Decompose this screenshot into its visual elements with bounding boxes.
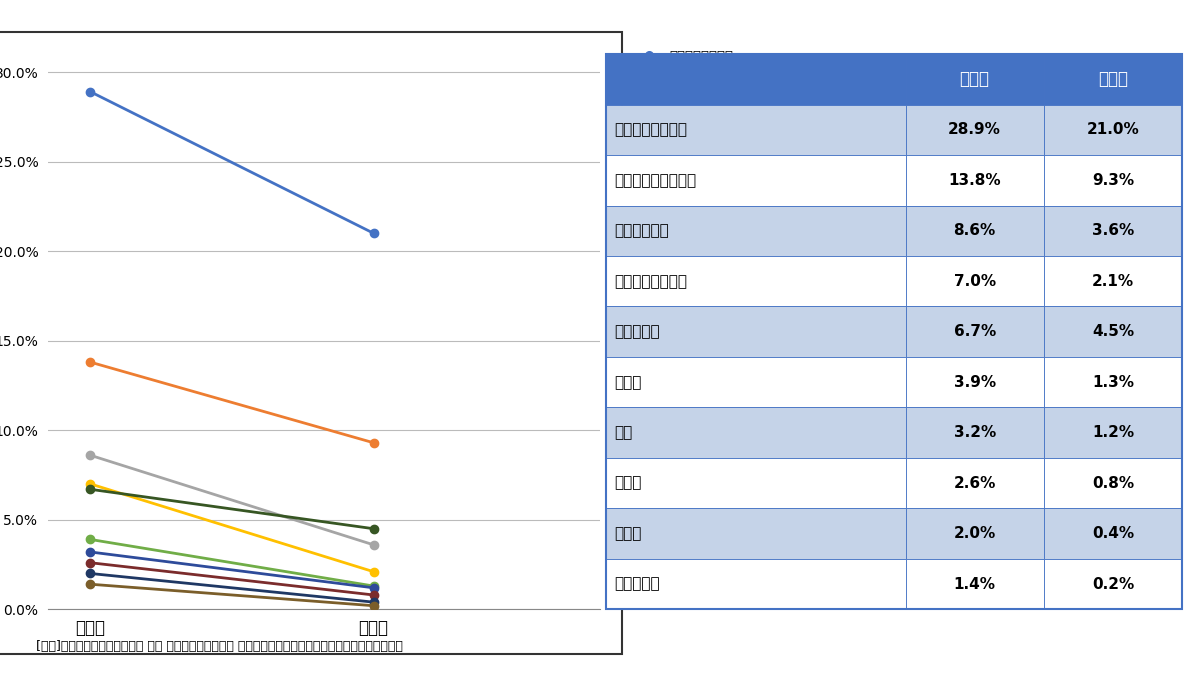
Text: 13.8%: 13.8%	[948, 173, 1001, 188]
Bar	[1044, 408, 1182, 458]
Bar	[1044, 105, 1182, 155]
Text: 8.6%: 8.6%	[954, 223, 996, 238]
Bar	[606, 458, 906, 508]
Bar	[1044, 508, 1182, 559]
Text: アレルギー性鼻炎: アレルギー性鼻炎	[614, 123, 688, 137]
Text: 9.3%: 9.3%	[1092, 173, 1134, 188]
Bar	[906, 408, 1044, 458]
Text: 1.2%: 1.2%	[1092, 425, 1134, 440]
Bar	[606, 508, 906, 559]
Bar	[606, 307, 906, 357]
Text: アトピー性皮膚炎: アトピー性皮膚炎	[614, 274, 688, 289]
Bar	[1044, 155, 1182, 206]
Text: 2.0%: 2.0%	[954, 526, 996, 541]
Bar	[906, 155, 1044, 206]
Text: 転居後: 転居後	[1098, 70, 1128, 89]
Text: 心疾患: 心疾患	[614, 526, 642, 541]
Bar	[606, 408, 906, 458]
Text: 肺炎: 肺炎	[614, 425, 632, 440]
Bar	[1044, 357, 1182, 408]
Bar	[1044, 206, 1182, 256]
Text: アレルギー性結膜炎: アレルギー性結膜炎	[614, 173, 697, 188]
Bar	[606, 256, 906, 307]
Text: 28.9%: 28.9%	[948, 123, 1001, 137]
Bar	[1044, 54, 1182, 105]
Bar	[606, 155, 906, 206]
Text: 3.9%: 3.9%	[954, 374, 996, 390]
Bar	[1044, 559, 1182, 609]
Bar	[606, 357, 906, 408]
Text: 気管支喘息: 気管支喘息	[614, 324, 660, 339]
Text: [出典]近畿大学建築学部長教授 岩前 篤：断熱性能と健康 日本建築学会環境工学本委員会熱環境運営委員会: [出典]近畿大学建築学部長教授 岩前 篤：断熱性能と健康 日本建築学会環境工学本…	[36, 640, 403, 653]
Bar	[606, 559, 906, 609]
Text: 2.1%: 2.1%	[1092, 274, 1134, 289]
Text: 転居前: 転居前	[960, 70, 990, 89]
Text: 6.7%: 6.7%	[954, 324, 996, 339]
Text: 1.4%: 1.4%	[954, 577, 996, 592]
Bar	[906, 54, 1044, 105]
Bar	[906, 357, 1044, 408]
Text: 糖尿病: 糖尿病	[614, 476, 642, 491]
Bar	[1044, 256, 1182, 307]
Text: 0.2%: 0.2%	[1092, 577, 1134, 592]
Bar	[906, 559, 1044, 609]
Text: 高血圧性疾患: 高血圧性疾患	[614, 223, 670, 238]
Bar	[606, 54, 906, 105]
Text: 3.6%: 3.6%	[1092, 223, 1134, 238]
Bar	[606, 105, 906, 155]
Text: 関節炎: 関節炎	[614, 374, 642, 390]
Bar	[906, 508, 1044, 559]
Text: 1.3%: 1.3%	[1092, 374, 1134, 390]
Bar	[906, 256, 1044, 307]
Text: 7.0%: 7.0%	[954, 274, 996, 289]
Bar	[906, 307, 1044, 357]
Text: 0.8%: 0.8%	[1092, 476, 1134, 491]
Text: 2.6%: 2.6%	[954, 476, 996, 491]
Text: 0.4%: 0.4%	[1092, 526, 1134, 541]
Bar	[906, 105, 1044, 155]
Bar	[906, 458, 1044, 508]
Bar	[1044, 458, 1182, 508]
Text: 脳血管疾患: 脳血管疾患	[614, 577, 660, 592]
Text: 4.5%: 4.5%	[1092, 324, 1134, 339]
Legend: アレルギー性鼻炎, アレルギー性結膜炎, 高血圧性疾患, アトピー性皮膚炎, 気管支喘息, 関節炎, 肺炎, 糖尿病, 心疾患, 脳血管疾患: アレルギー性鼻炎, アレルギー性結膜炎, 高血圧性疾患, アトピー性皮膚炎, 気…	[634, 49, 742, 242]
Text: 21.0%: 21.0%	[1086, 123, 1139, 137]
Bar	[906, 206, 1044, 256]
Text: 3.2%: 3.2%	[954, 425, 996, 440]
Bar	[606, 206, 906, 256]
Bar	[1044, 307, 1182, 357]
